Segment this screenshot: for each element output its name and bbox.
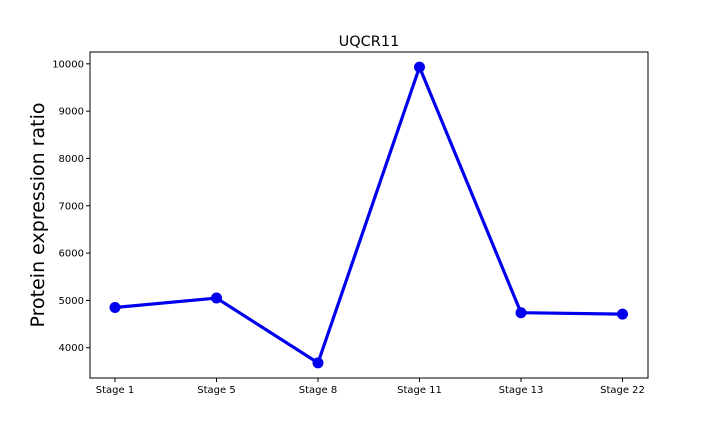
y-tick-label: 8000: [59, 154, 84, 165]
chart-title: UQCR11: [339, 34, 400, 50]
y-axis: 4000 5000 6000 7000 8000 9000 10000: [52, 59, 90, 354]
x-axis: Stage 1 Stage 5 Stage 8 Stage 11 Stage 13 Sta…: [96, 378, 645, 396]
plot-area: [89, 51, 649, 379]
x-tick-label: Stage 1: [96, 385, 134, 396]
y-tick-label: 6000: [59, 249, 84, 260]
data-point: [414, 61, 425, 73]
x-tick-label: Stage 22: [600, 385, 645, 396]
y-tick-label: 10000: [52, 59, 84, 70]
y-tick-label: 5000: [59, 296, 84, 307]
data-point: [617, 308, 628, 320]
x-tick-label: Stage 5: [197, 385, 235, 396]
x-tick-label: Stage 13: [499, 385, 544, 396]
data-point: [312, 357, 324, 369]
data-point: [211, 292, 222, 304]
x-tick-label: Stage 8: [299, 385, 337, 396]
series-layer: [109, 61, 628, 369]
y-tick-label: 7000: [59, 201, 84, 212]
series-line: [114, 65, 623, 365]
y-tick-label: 4000: [59, 343, 84, 354]
data-point: [515, 307, 527, 319]
y-axis-label: Protein expression ratio: [27, 103, 49, 328]
x-tick-label: Stage 11: [397, 385, 442, 396]
y-tick-label: 9000: [59, 107, 84, 118]
data-point: [109, 302, 121, 314]
